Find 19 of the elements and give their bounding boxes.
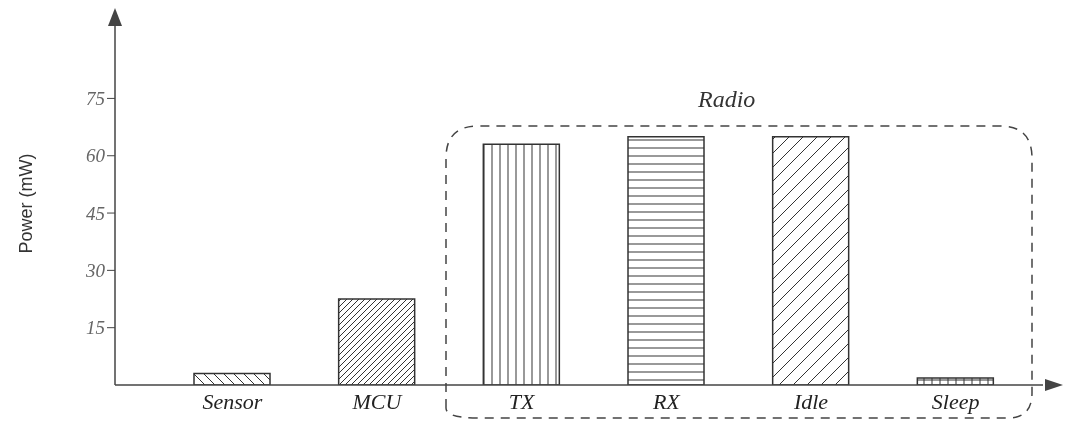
bar [337,298,416,385]
x-tick-label: Idle [792,388,829,414]
y-tick-label: 30 [85,260,106,282]
annotation: Radio [698,86,756,113]
bar [627,135,705,385]
x-tick-label: RX [651,388,682,414]
x-tick-label: MCU [351,388,404,414]
bar [482,143,561,385]
x-tick-label: TX [508,388,537,414]
y-tick-label: 60 [86,145,106,167]
y-tick-label: 75 [86,88,105,110]
bar [771,135,850,385]
y-tick-label: 45 [86,202,105,224]
x-tick-label: Sleep [931,388,980,414]
y-tick-label: 15 [86,317,105,339]
bar [916,377,995,385]
x-tick-label: Sensor [202,388,263,414]
y-axis-title: Power (mW) [16,153,37,254]
bar [193,372,271,385]
